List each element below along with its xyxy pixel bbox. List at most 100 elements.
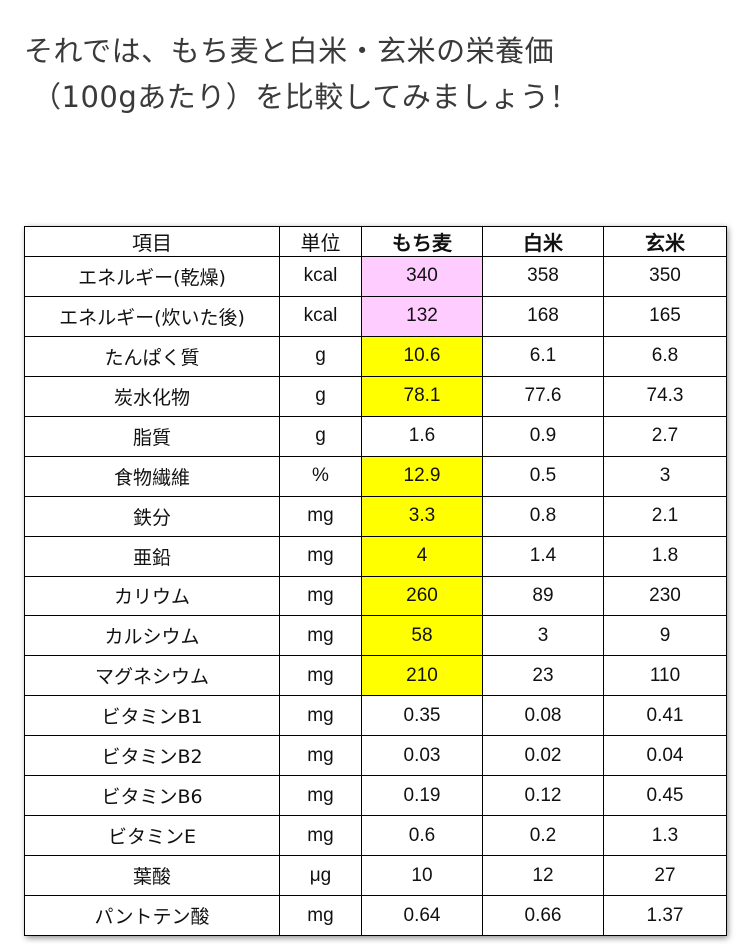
hakumai-value-cell: 12 (482, 855, 604, 896)
genmai-value-cell: 165 (603, 295, 727, 337)
hakumai-value-cell: 0.02 (482, 735, 604, 777)
unit-cell: mg (279, 535, 362, 577)
mochimugi-value-cell: 3.3 (361, 495, 483, 537)
nutrition-comparison-table: 項目 単位 もち麦 白米 玄米 エネルギー(乾燥) kcal 340 358 350 エネ… (24, 226, 727, 936)
genmai-value-cell: 350 (603, 256, 727, 297)
nutrient-name-cell: エネルギー(炊いた後) (24, 295, 280, 337)
table-row: カリウム mg 260 89 230 (24, 575, 727, 617)
nutrient-name-cell: 炭水化物 (24, 375, 280, 417)
mochimugi-value-cell: 340 (361, 256, 483, 297)
mochimugi-value-cell: 0.19 (361, 775, 483, 817)
nutrition-table-image: 項目 単位 もち麦 白米 玄米 エネルギー(乾燥) kcal 340 358 350 エネ… (24, 226, 727, 936)
hakumai-value-cell: 1.4 (482, 535, 604, 577)
table-row: 炭水化物 g 78.1 77.6 74.3 (24, 375, 727, 417)
header-hakumai: 白米 (482, 226, 604, 257)
mochimugi-value-cell: 260 (361, 575, 483, 617)
mochimugi-value-cell: 12.9 (361, 455, 483, 497)
table-row: パントテン酸 mg 0.64 0.66 1.37 (24, 895, 727, 936)
genmai-value-cell: 1.8 (603, 535, 727, 577)
unit-cell: mg (279, 735, 362, 777)
nutrient-name-cell: エネルギー(乾燥) (24, 256, 280, 297)
hakumai-value-cell: 3 (482, 615, 604, 657)
nutrient-name-cell: 葉酸 (24, 855, 280, 896)
table-row: ビタミンB6 mg 0.19 0.12 0.45 (24, 775, 727, 817)
table-row: エネルギー(乾燥) kcal 340 358 350 (24, 256, 727, 297)
unit-cell: mg (279, 815, 362, 857)
table-row: 葉酸 μg 10 12 27 (24, 855, 727, 896)
genmai-value-cell: 9 (603, 615, 727, 657)
hakumai-value-cell: 0.08 (482, 695, 604, 737)
unit-cell: kcal (279, 256, 362, 297)
table-row: カルシウム mg 58 3 9 (24, 615, 727, 657)
nutrient-name-cell: 食物繊維 (24, 455, 280, 497)
genmai-value-cell: 1.37 (603, 895, 727, 936)
genmai-value-cell: 2.1 (603, 495, 727, 537)
unit-cell: g (279, 375, 362, 417)
mochimugi-value-cell: 10 (361, 855, 483, 896)
hakumai-value-cell: 6.1 (482, 335, 604, 377)
mochimugi-value-cell: 0.64 (361, 895, 483, 936)
mochimugi-value-cell: 58 (361, 615, 483, 657)
mochimugi-value-cell: 0.03 (361, 735, 483, 777)
hakumai-value-cell: 0.9 (482, 415, 604, 457)
mochimugi-value-cell: 0.35 (361, 695, 483, 737)
nutrient-name-cell: ビタミンB1 (24, 695, 280, 737)
unit-cell: μg (279, 855, 362, 896)
nutrient-name-cell: ビタミンB6 (24, 775, 280, 817)
table-row: 食物繊維% 12.9 0.5 3 (24, 455, 727, 497)
genmai-value-cell: 0.41 (603, 695, 727, 737)
hakumai-value-cell: 0.12 (482, 775, 604, 817)
nutrient-name-cell: 脂質 (24, 415, 280, 457)
intro-line-2: （100gあたり）を比較してみましょう！ (32, 80, 579, 114)
mochimugi-value-cell: 1.6 (361, 415, 483, 457)
unit-cell: mg (279, 775, 362, 817)
unit-cell: mg (279, 655, 362, 697)
unit-cell: mg (279, 895, 362, 936)
unit-cell: mg (279, 695, 362, 737)
hakumai-value-cell: 168 (482, 295, 604, 337)
mochimugi-value-cell: 210 (361, 655, 483, 697)
mochimugi-value-cell: 132 (361, 295, 483, 337)
mochimugi-value-cell: 4 (361, 535, 483, 577)
unit-cell: % (279, 455, 362, 497)
genmai-value-cell: 27 (603, 855, 727, 896)
nutrient-name-cell: パントテン酸 (24, 895, 280, 936)
mochimugi-value-cell: 0.6 (361, 815, 483, 857)
genmai-value-cell: 6.8 (603, 335, 727, 377)
table-row: 亜鉛 mg 4 1.4 1.8 (24, 535, 727, 577)
genmai-value-cell: 0.04 (603, 735, 727, 777)
nutrient-name-cell: ビタミンB2 (24, 735, 280, 777)
unit-cell: mg (279, 495, 362, 537)
genmai-value-cell: 0.45 (603, 775, 727, 817)
hakumai-value-cell: 77.6 (482, 375, 604, 417)
unit-cell: kcal (279, 295, 362, 337)
table-row: たんぱく質 g 10.6 6.1 6.8 (24, 335, 727, 377)
nutrient-name-cell: 鉄分 (24, 495, 280, 537)
genmai-value-cell: 1.3 (603, 815, 727, 857)
hakumai-value-cell: 0.66 (482, 895, 604, 936)
intro-line-1: それでは、もち麦と白米・玄米の栄養価 (24, 34, 555, 68)
genmai-value-cell: 3 (603, 455, 727, 497)
mochimugi-value-cell: 10.6 (361, 335, 483, 377)
hakumai-value-cell: 89 (482, 575, 604, 617)
unit-cell: g (279, 335, 362, 377)
hakumai-value-cell: 0.2 (482, 815, 604, 857)
header-genmai: 玄米 (603, 226, 727, 257)
unit-cell: mg (279, 575, 362, 617)
table-header-row: 項目 単位 もち麦 白米 玄米 (24, 226, 727, 257)
table-row: ビタミンE mg 0.6 0.2 1.3 (24, 815, 727, 857)
table-row: 鉄分 mg 3.3 0.8 2.1 (24, 495, 727, 537)
nutrient-name-cell: ビタミンE (24, 815, 280, 857)
unit-cell: mg (279, 615, 362, 657)
table-row: 脂質 g 1.6 0.9 2.7 (24, 415, 727, 457)
nutrient-name-cell: たんぱく質 (24, 335, 280, 377)
nutrient-name-cell: 亜鉛 (24, 535, 280, 577)
header-unit: 単位 (279, 226, 362, 257)
nutrient-name-cell: カリウム (24, 575, 280, 617)
nutrient-name-cell: マグネシウム (24, 655, 280, 697)
table-row: ビタミンB2 mg 0.03 0.02 0.04 (24, 735, 727, 777)
table-row: マグネシウム mg 210 23 110 (24, 655, 727, 697)
unit-cell: g (279, 415, 362, 457)
hakumai-value-cell: 0.8 (482, 495, 604, 537)
genmai-value-cell: 230 (603, 575, 727, 617)
